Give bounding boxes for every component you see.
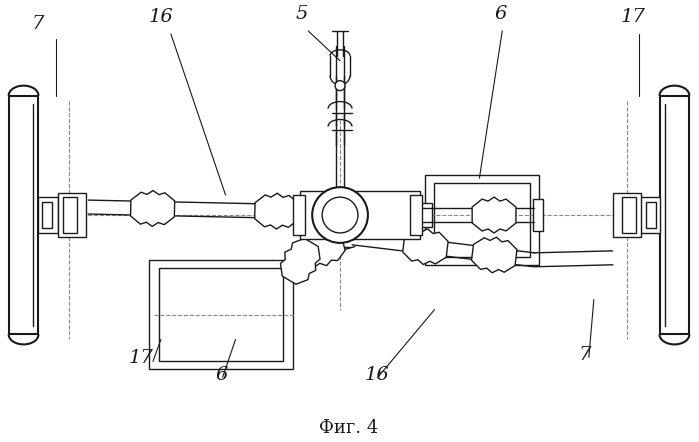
Text: 17: 17 (621, 8, 645, 26)
Polygon shape (280, 238, 320, 284)
Text: Фиг. 4: Фиг. 4 (319, 419, 379, 437)
Bar (613, 193, 640, 237)
Text: 7: 7 (579, 347, 591, 364)
Polygon shape (131, 191, 175, 226)
Text: 6: 6 (494, 5, 507, 23)
Bar (59, 193, 86, 237)
Bar (43, 202, 52, 228)
Bar (410, 195, 421, 235)
Polygon shape (298, 230, 345, 267)
Text: 16: 16 (365, 366, 389, 384)
Text: 6: 6 (216, 366, 228, 384)
Bar (64, 197, 78, 233)
Text: 7: 7 (31, 15, 44, 33)
Bar (646, 202, 656, 228)
Bar (640, 197, 659, 233)
Bar (424, 175, 539, 265)
Bar (433, 183, 530, 257)
Polygon shape (8, 95, 38, 335)
Bar (294, 195, 305, 235)
Bar (533, 199, 543, 231)
Bar (149, 260, 294, 369)
Polygon shape (254, 193, 299, 229)
Text: 16: 16 (149, 8, 174, 26)
Circle shape (322, 197, 358, 233)
Text: 5: 5 (295, 5, 308, 23)
Bar (419, 203, 431, 227)
Polygon shape (472, 237, 517, 273)
Bar (159, 268, 283, 361)
Polygon shape (659, 95, 689, 335)
Circle shape (335, 81, 345, 91)
Polygon shape (403, 229, 448, 264)
Bar (621, 197, 635, 233)
Bar (301, 191, 419, 239)
Polygon shape (472, 197, 516, 233)
Bar (38, 197, 59, 233)
Text: 17: 17 (129, 349, 154, 367)
Circle shape (312, 187, 368, 243)
